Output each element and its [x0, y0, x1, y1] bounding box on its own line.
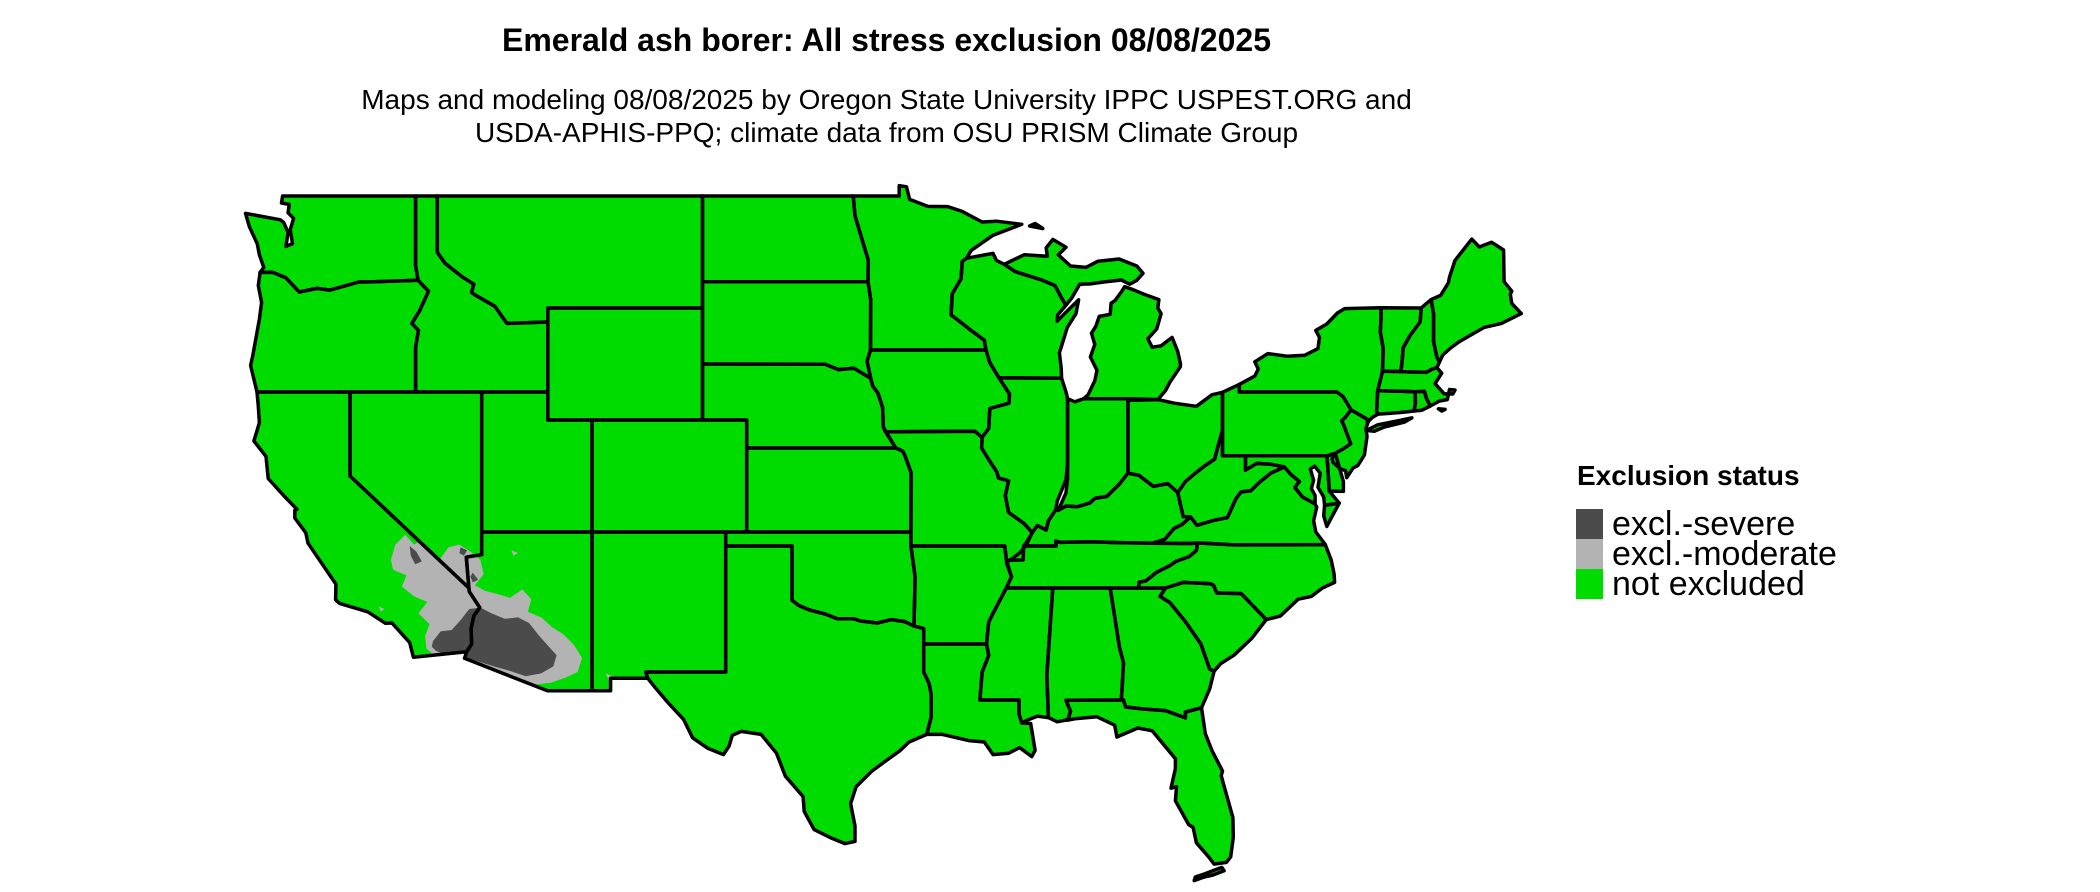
legend-title: Exclusion status	[1577, 460, 1800, 491]
state-new-hampshire	[1400, 299, 1440, 373]
legend-label: excl.-severe	[1612, 505, 1796, 543]
state-utah	[481, 392, 592, 532]
state-mississippi	[979, 588, 1053, 723]
state-west-virginia	[1177, 430, 1285, 526]
state-colorado	[592, 420, 747, 532]
legend-item-severe: excl.-severe	[1576, 505, 1837, 543]
severe-swatch	[1576, 509, 1603, 539]
state-texas	[645, 546, 932, 844]
subtitle-line-1: Maps and modeling 08/08/2025 by Oregon S…	[361, 84, 1412, 115]
state-ohio	[1127, 392, 1223, 493]
state-maine	[1431, 239, 1522, 362]
legend-item-moderate: excl.-moderate	[1576, 535, 1837, 573]
state-arkansas	[910, 546, 1012, 644]
subtitle-line-2: USDA-APHIS-PPQ; climate data from OSU PR…	[474, 117, 1299, 148]
state-nebraska	[702, 364, 896, 448]
state-south-dakota	[702, 281, 871, 379]
state-missouri	[885, 431, 1033, 561]
state-montana	[437, 196, 703, 324]
zone-excl-severe	[409, 546, 557, 677]
state-oklahoma	[725, 532, 916, 627]
page-title: Emerald ash borer: All stress exclusion …	[502, 22, 1271, 58]
state-massachusetts	[1377, 367, 1455, 411]
legend: Exclusion status excl.-severe excl.-mode…	[1576, 460, 1837, 603]
state-wyoming	[547, 308, 703, 420]
state-nevada	[350, 392, 482, 588]
exclusion-zones	[378, 534, 763, 779]
state-georgia	[1110, 588, 1215, 718]
state-illinois	[981, 377, 1068, 533]
state-indiana	[1058, 398, 1128, 511]
state-delaware	[1327, 453, 1344, 492]
state-iowa	[867, 350, 1010, 438]
legend-label: not excluded	[1612, 565, 1805, 603]
state-pennsylvania	[1222, 384, 1352, 456]
state-alabama	[1046, 588, 1124, 722]
state-idaho	[411, 196, 548, 392]
not-excluded-swatch	[1576, 569, 1603, 599]
state-new-mexico	[592, 532, 726, 691]
state-wisconsin	[951, 253, 1079, 379]
legend-item-not-excluded: not excluded	[1576, 565, 1837, 603]
state-oregon	[250, 272, 429, 392]
state-kansas	[746, 448, 912, 532]
state-north-carolina	[1138, 542, 1335, 620]
legend-label: excl.-moderate	[1612, 535, 1837, 573]
state-vermont	[1380, 307, 1422, 372]
state-minnesota	[853, 185, 1022, 350]
state-borders	[243, 183, 1524, 883]
zone-excl-moderate	[378, 534, 763, 779]
state-florida	[1066, 700, 1234, 881]
state-kentucky	[1025, 473, 1191, 546]
state-new-york	[1239, 307, 1412, 432]
state-washington	[245, 196, 419, 292]
state-north-dakota	[702, 196, 869, 282]
state-connecticut	[1376, 390, 1416, 415]
moderate-swatch	[1576, 539, 1603, 569]
